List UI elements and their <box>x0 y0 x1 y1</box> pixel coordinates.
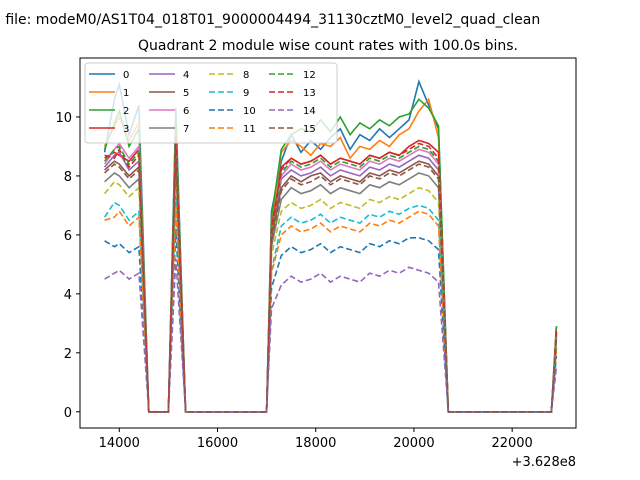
legend-label-6: 6 <box>183 106 189 117</box>
series-line-13 <box>104 140 558 413</box>
chart-title: Quadrant 2 module wise count rates with … <box>138 38 518 54</box>
x-tick-label: 22000 <box>491 436 532 451</box>
x-tick-label: 20000 <box>393 436 434 451</box>
legend-label-12: 12 <box>303 70 316 81</box>
x-tick-label: 14000 <box>99 436 140 451</box>
y-tick-label: 2 <box>64 347 72 362</box>
y-tick-label: 4 <box>64 288 72 303</box>
legend-label-13: 13 <box>303 88 316 99</box>
y-tick-label: 0 <box>64 406 72 421</box>
x-offset-label: +3.628e8 <box>512 455 576 470</box>
legend-label-1: 1 <box>123 88 129 99</box>
plot-area <box>103 79 558 413</box>
series-line-15 <box>104 158 558 413</box>
chart-suptitle: n file: modeM0/AS1T04_018T01_9000004494_… <box>0 12 540 28</box>
legend-label-0: 0 <box>123 70 129 81</box>
legend-label-8: 8 <box>243 70 249 81</box>
y-tick-label: 10 <box>55 111 72 126</box>
y-axis: 0 2 4 6 8 10 <box>55 111 80 421</box>
legend-label-2: 2 <box>123 106 129 117</box>
legend-label-9: 9 <box>243 88 249 99</box>
legend-label-14: 14 <box>303 106 316 117</box>
x-tick-label: 18000 <box>295 436 336 451</box>
x-tick-label: 16000 <box>197 436 238 451</box>
y-tick-label: 6 <box>64 229 72 244</box>
axes-frame <box>79 57 577 429</box>
legend-label-7: 7 <box>183 124 189 135</box>
x-axis: 14000 16000 18000 20000 22000 <box>99 428 533 451</box>
legend-label-5: 5 <box>183 88 189 99</box>
legend-label-11: 11 <box>243 124 256 135</box>
legend-label-3: 3 <box>123 124 129 135</box>
y-tick-label: 8 <box>64 170 72 185</box>
legend-frame <box>84 62 338 144</box>
legend-label-15: 15 <box>303 124 316 135</box>
legend-label-4: 4 <box>183 70 189 81</box>
legend-label-10: 10 <box>243 106 256 117</box>
